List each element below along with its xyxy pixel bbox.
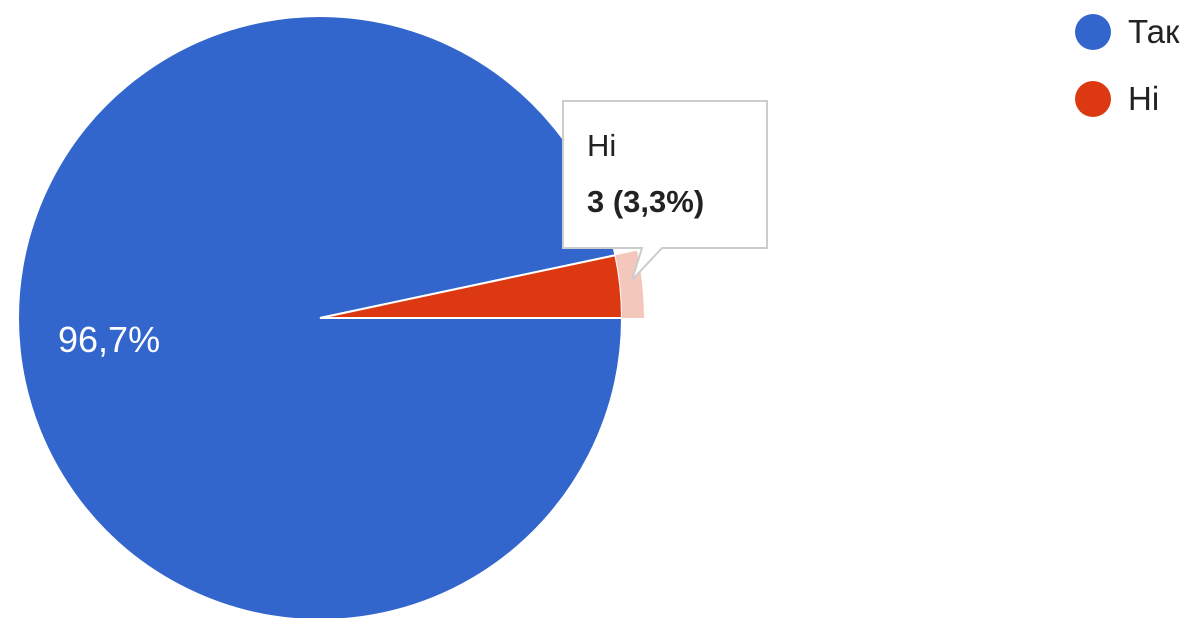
tooltip-box (562, 100, 768, 281)
legend-item-ni[interactable]: Ні (1075, 80, 1159, 117)
pie-slices (17, 15, 644, 618)
legend: Так Ні (1075, 13, 1180, 117)
legend-item-tak[interactable]: Так (1075, 13, 1180, 50)
slice-percent-label: 96,7% (58, 319, 160, 360)
tooltip-value: 3 (3,3%) (587, 184, 704, 219)
legend-label: Так (1128, 13, 1180, 50)
slice-labels: 96,7% (58, 319, 160, 360)
legend-label: Ні (1128, 80, 1159, 117)
legend-marker-icon (1075, 14, 1111, 50)
legend-marker-icon (1075, 81, 1111, 117)
tooltip: Ні 3 (3,3%) (562, 100, 768, 281)
tooltip-title: Ні (587, 128, 616, 163)
